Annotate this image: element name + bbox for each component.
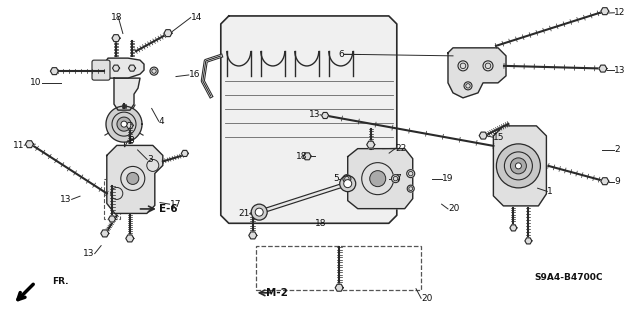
Text: 18: 18 [315,219,326,228]
Circle shape [255,208,263,216]
Polygon shape [601,178,609,185]
Circle shape [344,180,352,188]
Polygon shape [601,8,609,15]
Circle shape [370,171,386,187]
Text: 15: 15 [493,133,504,142]
Text: FR.: FR. [52,277,69,286]
Text: 9: 9 [614,177,620,186]
Text: 17: 17 [170,200,181,209]
Circle shape [392,174,399,183]
Circle shape [458,61,468,71]
Text: 3: 3 [147,155,153,164]
Polygon shape [181,150,188,156]
Text: 13: 13 [83,249,95,258]
Text: 13: 13 [60,195,72,204]
Text: 12: 12 [614,8,626,17]
Text: E-6: E-6 [159,204,177,214]
Text: 4: 4 [159,117,164,126]
Circle shape [515,163,522,169]
Bar [104,179,120,219]
Polygon shape [51,68,58,75]
Text: 6: 6 [339,50,344,59]
Polygon shape [129,65,136,71]
Polygon shape [221,16,397,223]
Text: 20: 20 [421,294,433,303]
Polygon shape [104,58,144,78]
Text: 19: 19 [442,174,453,183]
Polygon shape [493,126,547,206]
Text: 22: 22 [396,144,407,153]
Text: 21: 21 [238,209,250,218]
Polygon shape [367,141,375,148]
Circle shape [150,67,158,75]
Circle shape [127,173,139,184]
Polygon shape [109,216,115,222]
Text: 14: 14 [191,13,202,22]
Polygon shape [126,122,133,129]
Polygon shape [107,145,163,213]
Text: 2: 2 [614,145,620,154]
Text: 20: 20 [448,204,460,213]
Circle shape [252,204,268,220]
Text: 5: 5 [333,174,339,183]
Circle shape [343,174,351,183]
Polygon shape [164,30,172,37]
Bar [256,246,421,290]
Text: 10: 10 [30,78,42,87]
Circle shape [340,176,356,192]
Text: 8: 8 [128,136,134,145]
Text: M-2: M-2 [266,288,287,298]
Circle shape [483,61,493,71]
Polygon shape [322,112,328,119]
Text: S9A4-B4700C: S9A4-B4700C [534,273,603,282]
Polygon shape [249,232,257,239]
Text: 1: 1 [547,187,553,196]
Polygon shape [26,141,33,148]
Polygon shape [479,132,487,139]
Circle shape [407,170,415,178]
Text: 13: 13 [614,66,626,75]
Circle shape [497,144,540,188]
Polygon shape [599,65,607,72]
Polygon shape [303,153,311,160]
Text: 11: 11 [13,141,24,150]
Polygon shape [126,235,134,242]
Text: 7: 7 [396,174,401,183]
Polygon shape [114,78,140,110]
Polygon shape [117,117,131,131]
Circle shape [407,185,414,192]
Circle shape [511,158,527,174]
Circle shape [464,82,472,90]
Polygon shape [348,149,413,209]
Text: 18: 18 [296,152,307,161]
Polygon shape [106,106,142,142]
Polygon shape [448,48,506,98]
Text: 18: 18 [111,13,122,22]
Circle shape [121,121,127,127]
Text: 13: 13 [308,110,320,119]
Polygon shape [112,35,120,41]
Polygon shape [510,225,517,231]
Polygon shape [113,65,120,71]
Polygon shape [335,284,343,291]
Polygon shape [101,230,109,237]
FancyBboxPatch shape [92,60,110,80]
Polygon shape [525,238,532,244]
Text: 16: 16 [189,70,200,79]
